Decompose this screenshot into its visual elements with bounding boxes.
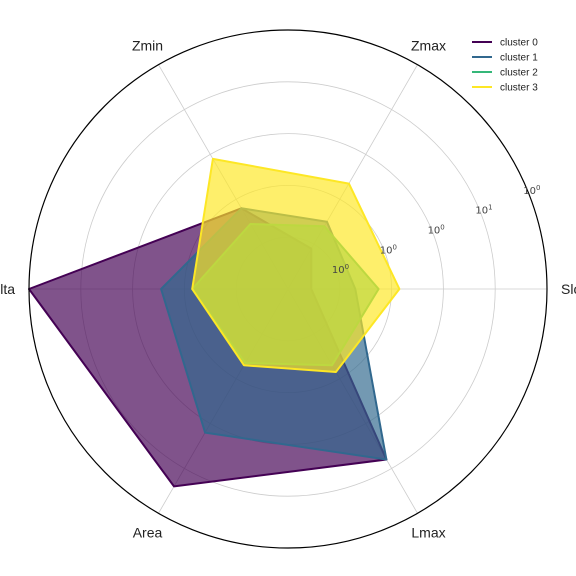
r-tick-label-5: 100 <box>523 184 540 197</box>
axis-label-zmax: Zmax <box>411 38 446 54</box>
radial-tick-labels: 100 100 100 101 100 <box>332 184 541 276</box>
series-area-cluster-3 <box>192 158 400 372</box>
axis-label-area: Area <box>133 524 163 540</box>
radar-series <box>28 157 401 488</box>
legend-label-cluster-0: cluster 0 <box>500 38 538 49</box>
legend: cluster 0 cluster 1 cluster 2 cluster 3 <box>472 38 538 94</box>
r-tick-label-2: 100 <box>380 243 397 256</box>
series-line-cluster-3 <box>191 157 401 373</box>
axis-label-delta: Delta <box>0 281 15 297</box>
axis-labels: Slope Zmax Zmin Delta Area Lmax <box>0 38 576 541</box>
legend-label-cluster-1: cluster 1 <box>500 53 538 64</box>
axis-label-slope: Slope <box>561 281 576 297</box>
r-tick-label-1: 100 <box>332 263 349 276</box>
outer-frame <box>28 29 548 549</box>
axis-label-zmin: Zmin <box>132 38 163 54</box>
r-tick-label-4: 101 <box>475 204 492 217</box>
legend-label-cluster-2: cluster 2 <box>500 68 538 79</box>
legend-label-cluster-3: cluster 3 <box>500 83 538 94</box>
axis-label-lmax: Lmax <box>411 524 445 540</box>
r-tick-label-3: 100 <box>428 224 445 237</box>
